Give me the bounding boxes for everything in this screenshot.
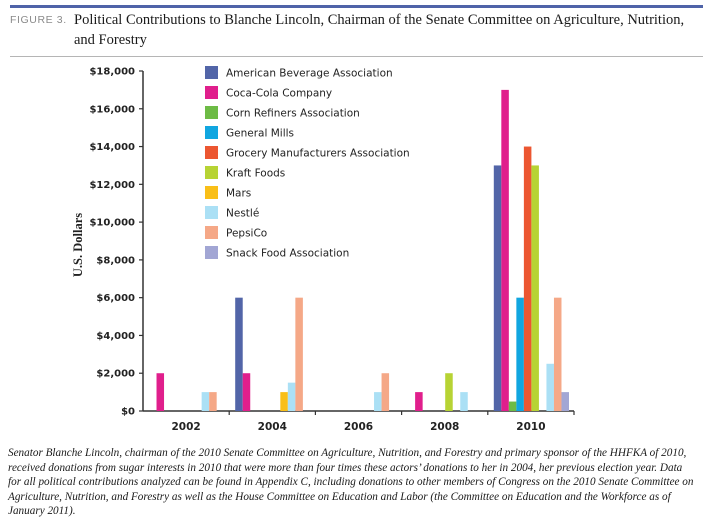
- y-tick-label: $12,000: [89, 180, 135, 191]
- bar: [508, 401, 517, 411]
- legend-label: Kraft Foods: [226, 168, 285, 180]
- legend-swatch: [205, 86, 218, 99]
- bar: [493, 165, 502, 411]
- figure-top-rule: [10, 5, 703, 8]
- bar: [501, 89, 509, 411]
- bar: [516, 297, 524, 411]
- bar: [460, 392, 468, 411]
- legend-swatch: [205, 126, 218, 139]
- bar: [287, 382, 296, 411]
- legend-label: PepsiCo: [226, 228, 267, 240]
- legend-label: Mars: [226, 188, 251, 200]
- bar: [531, 165, 539, 411]
- legend-swatch: [205, 226, 218, 239]
- y-tick-label: $10,000: [89, 218, 135, 229]
- y-tick-label: $18,000: [89, 67, 135, 78]
- y-tick-label: $14,000: [89, 142, 135, 153]
- legend-item: Mars: [205, 186, 251, 200]
- legend-item: Snack Food Association: [205, 246, 349, 260]
- y-tick-label: $8,000: [96, 255, 135, 266]
- legend-item: Coca-Cola Company: [205, 86, 332, 100]
- x-axis: 2002 2004 2006 2008 2010: [143, 410, 575, 433]
- legend-swatch: [205, 66, 218, 79]
- bars: [156, 89, 569, 412]
- y-axis: $0 $2,000 $4,000 $6,000 $8,000 $10,000 $12,000…: [89, 67, 144, 418]
- bar: [553, 297, 562, 411]
- bar: [201, 392, 210, 411]
- x-tick-label: 2010: [516, 421, 545, 433]
- y-tick-label: $2,000: [96, 369, 135, 380]
- legend-swatch: [205, 106, 218, 119]
- y-tick-label: $6,000: [96, 293, 135, 304]
- bar-chart: $0 $2,000 $4,000 $6,000 $8,000 $10,000 $12,000…: [71, 66, 575, 433]
- bar: [561, 392, 569, 411]
- legend-item: Nestlé: [205, 206, 259, 220]
- bar: [523, 146, 532, 412]
- figure-title-divider: [10, 56, 703, 57]
- legend-item: American Beverage Association: [205, 66, 393, 80]
- x-tick-label: 2004: [258, 421, 287, 433]
- legend-label: American Beverage Association: [226, 68, 393, 80]
- bar: [374, 392, 382, 411]
- legend-item: Kraft Foods: [205, 166, 285, 180]
- x-tick-label: 2006: [344, 421, 373, 433]
- figure-caption: Senator Blanche Lincoln, chairman of the…: [8, 447, 694, 518]
- y-tick-label: $0: [121, 407, 135, 418]
- legend: American Beverage Association Coca-Cola C…: [205, 66, 410, 260]
- bar: [381, 373, 390, 411]
- legend-label: General Mills: [226, 128, 294, 140]
- legend-swatch: [205, 246, 218, 259]
- bar: [156, 373, 165, 411]
- x-tick-label: 2002: [171, 421, 200, 433]
- y-axis-label: U.S. Dollars: [71, 213, 85, 277]
- x-tick-label: 2008: [430, 421, 459, 433]
- legend-label: Coca-Cola Company: [226, 88, 332, 100]
- bar: [209, 392, 217, 411]
- bar: [295, 297, 303, 411]
- legend-label: Grocery Manufacturers Association: [226, 148, 410, 160]
- bar: [235, 297, 243, 411]
- legend-swatch: [205, 146, 218, 159]
- legend-swatch: [205, 206, 218, 219]
- legend-label: Nestlé: [226, 208, 259, 220]
- bar: [415, 392, 423, 411]
- legend-swatch: [205, 186, 218, 199]
- legend-item: General Mills: [205, 126, 294, 140]
- y-tick-label: $16,000: [89, 104, 135, 115]
- bar: [242, 373, 251, 411]
- bar: [280, 392, 288, 411]
- legend-item: PepsiCo: [205, 226, 267, 240]
- bar: [546, 363, 554, 411]
- legend-item: Grocery Manufacturers Association: [205, 146, 410, 160]
- legend-label: Corn Refiners Association: [226, 108, 360, 120]
- legend-item: Corn Refiners Association: [205, 106, 360, 120]
- y-tick-label: $4,000: [96, 331, 135, 342]
- figure-title: Political Contributions to Blanche Linco…: [74, 12, 685, 48]
- figure-label: FIGURE 3.: [10, 14, 67, 26]
- legend-label: Snack Food Association: [226, 248, 349, 260]
- legend-swatch: [205, 166, 218, 179]
- bar: [445, 373, 453, 411]
